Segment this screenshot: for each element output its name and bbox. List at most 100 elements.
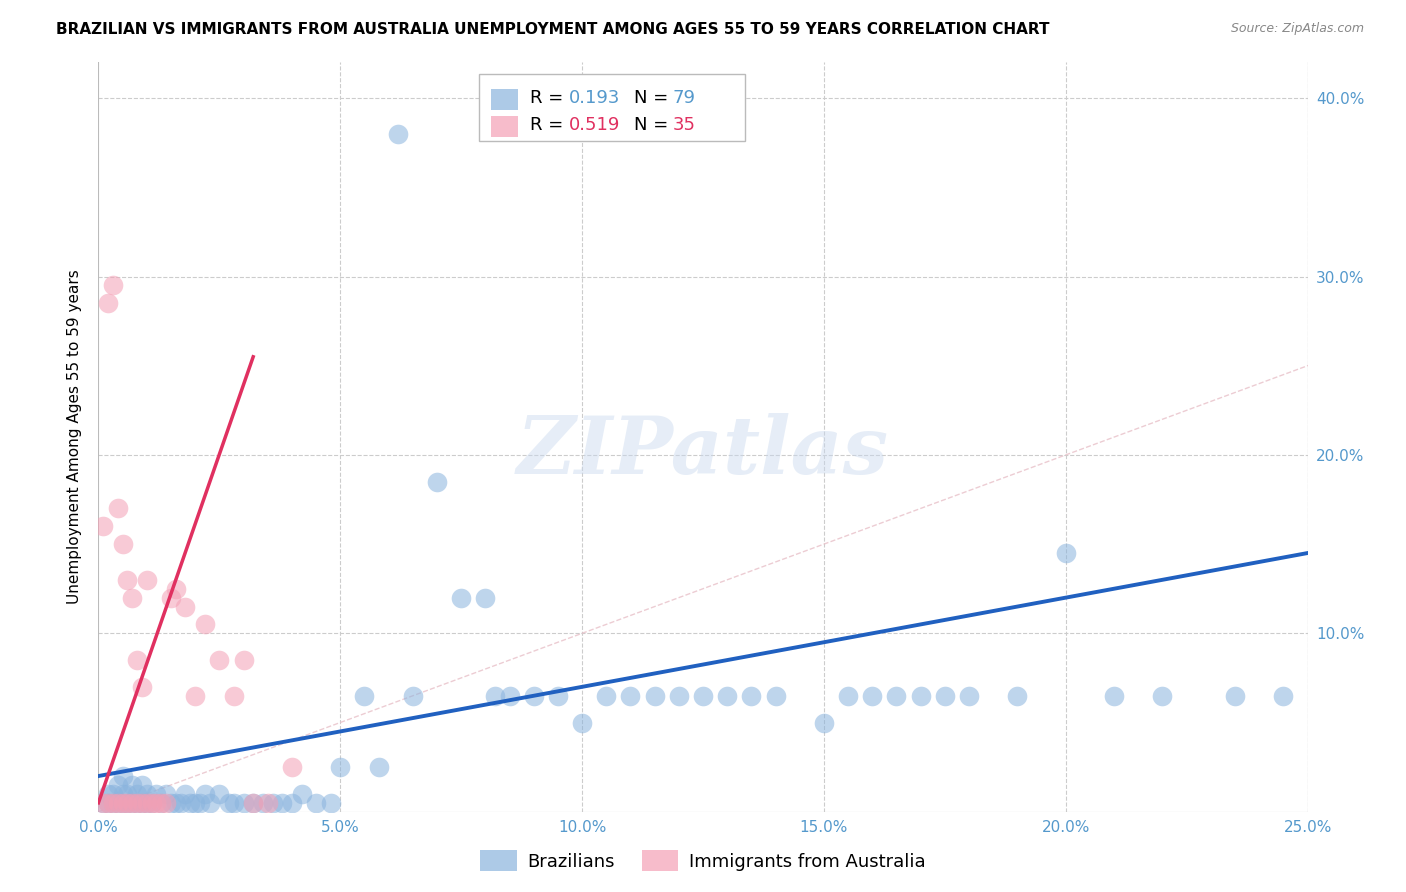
Point: [644, 689, 666, 703]
Point: [111, 537, 134, 551]
Point: [91, 796, 114, 810]
Point: [91, 796, 114, 810]
Point: [595, 689, 617, 703]
Point: [222, 796, 245, 810]
Text: 0.193: 0.193: [569, 88, 620, 107]
Point: [184, 796, 207, 810]
Point: [668, 689, 690, 703]
Point: [957, 689, 980, 703]
Text: N =: N =: [634, 116, 673, 135]
Point: [523, 689, 546, 703]
FancyBboxPatch shape: [492, 116, 517, 137]
Point: [97, 296, 120, 310]
Text: Source: ZipAtlas.com: Source: ZipAtlas.com: [1230, 22, 1364, 36]
Point: [910, 689, 932, 703]
Point: [169, 796, 191, 810]
Point: [222, 689, 245, 703]
Point: [111, 787, 134, 801]
Point: [1272, 689, 1295, 703]
Text: ZIPatlas: ZIPatlas: [517, 413, 889, 491]
Point: [242, 796, 264, 810]
Point: [547, 689, 569, 703]
Point: [450, 591, 472, 605]
Point: [305, 796, 328, 810]
Point: [135, 796, 157, 810]
Point: [813, 715, 835, 730]
Point: [155, 796, 177, 810]
Point: [101, 278, 124, 293]
Point: [184, 689, 207, 703]
Point: [368, 760, 391, 774]
Point: [117, 796, 139, 810]
Point: [131, 778, 153, 792]
Point: [179, 796, 201, 810]
Point: [160, 591, 183, 605]
Text: R =: R =: [530, 88, 569, 107]
Point: [145, 787, 167, 801]
Point: [135, 573, 157, 587]
Point: [198, 796, 221, 810]
Text: R =: R =: [530, 116, 569, 135]
Point: [765, 689, 787, 703]
Point: [174, 599, 197, 614]
Point: [117, 796, 139, 810]
Text: 35: 35: [672, 116, 696, 135]
Point: [218, 796, 240, 810]
Point: [127, 796, 149, 810]
Text: 79: 79: [672, 88, 696, 107]
FancyBboxPatch shape: [492, 88, 517, 110]
Point: [886, 689, 908, 703]
Point: [262, 796, 284, 810]
Point: [107, 501, 129, 516]
Legend: Brazilians, Immigrants from Australia: Brazilians, Immigrants from Australia: [474, 843, 932, 879]
Point: [740, 689, 762, 703]
Point: [329, 760, 352, 774]
Text: 0.519: 0.519: [569, 116, 620, 135]
Text: N =: N =: [634, 88, 673, 107]
Point: [111, 769, 134, 783]
Point: [860, 689, 883, 703]
Point: [252, 796, 274, 810]
Point: [111, 796, 134, 810]
Point: [1054, 546, 1077, 560]
Point: [387, 127, 409, 141]
Point: [271, 796, 294, 810]
Point: [484, 689, 506, 703]
Point: [141, 796, 163, 810]
Point: [131, 796, 153, 810]
Point: [194, 617, 217, 632]
Point: [101, 796, 124, 810]
Point: [256, 796, 278, 810]
Point: [97, 796, 120, 810]
Point: [121, 796, 143, 810]
Point: [150, 796, 173, 810]
Point: [131, 796, 153, 810]
Text: BRAZILIAN VS IMMIGRANTS FROM AUSTRALIA UNEMPLOYMENT AMONG AGES 55 TO 59 YEARS CO: BRAZILIAN VS IMMIGRANTS FROM AUSTRALIA U…: [56, 22, 1050, 37]
Point: [141, 796, 163, 810]
Point: [121, 591, 143, 605]
Point: [232, 653, 254, 667]
Point: [117, 787, 139, 801]
Point: [474, 591, 496, 605]
Point: [1007, 689, 1029, 703]
Point: [150, 796, 173, 810]
Point: [232, 796, 254, 810]
Point: [1223, 689, 1246, 703]
Point: [121, 796, 143, 810]
Point: [1102, 689, 1125, 703]
Point: [188, 796, 211, 810]
Point: [111, 796, 134, 810]
Point: [934, 689, 956, 703]
Point: [194, 787, 217, 801]
Point: [117, 573, 139, 587]
Point: [290, 787, 312, 801]
Point: [121, 778, 143, 792]
Point: [97, 796, 120, 810]
Point: [716, 689, 738, 703]
Point: [208, 787, 231, 801]
Point: [160, 796, 183, 810]
Point: [426, 475, 449, 489]
Point: [281, 760, 304, 774]
Point: [242, 796, 264, 810]
Point: [91, 519, 114, 533]
